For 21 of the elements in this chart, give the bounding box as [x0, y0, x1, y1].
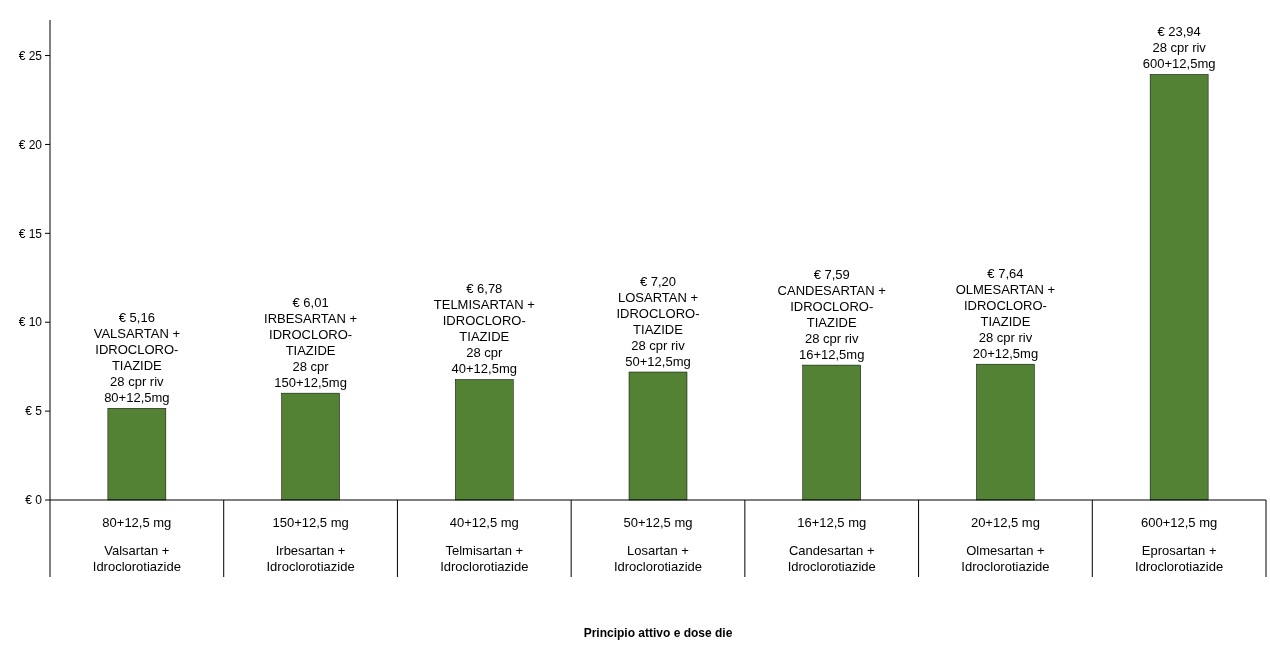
y-tick-label: € 15 [18, 226, 43, 241]
x-tick-label: 20+12,5 mg Olmesartan + Idroclorotiazide [961, 515, 1050, 574]
y-tick-label: € 5 [25, 404, 43, 419]
x-tick-label: 50+12,5 mg Losartan + Idroclorotiazide [613, 515, 703, 574]
x-tick-label: 600+12,5 mg Eprosartan + Idroclorotiazide [1135, 515, 1224, 574]
data-label: € 6,78 TELMISARTAN + IDROCLORO- TIAZIDE 28 cpr 40+12,5mg [433, 281, 535, 377]
x-tick-label: 150+12,5 mg Irbesartan + Idroclorotiazide [266, 515, 355, 574]
y-tick-label: € 0 [25, 493, 43, 508]
data-label: € 5,16 VALSARTAN + IDROCLORO- TIAZIDE 28 cpr riv 80+12,5mg [93, 310, 181, 406]
x-tick-label: 16+12,5 mg Candesartan + Idroclorotiazide [787, 515, 876, 574]
data-label: € 7,64 OLMESARTAN + IDROCLORO- TIAZIDE 28 cpr riv 20+12,5mg [955, 266, 1056, 362]
x-tick-label: 80+12,5 mg Valsartan + Idroclorotiazide [92, 515, 181, 574]
x-tick-label: 40+12,5 mg Telmisartan + Idroclorotiazide [440, 515, 529, 574]
y-tick-label: € 20 [18, 137, 43, 152]
y-tick-label: € 10 [18, 315, 43, 330]
data-label: € 7,20 LOSARTAN + IDROCLORO- TIAZIDE 28 cpr riv 50+12,5mg [616, 274, 700, 369]
data-label: € 6,01 IRBESARTAN + IDROCLORO- TIAZIDE 28 cpr 150+12,5mg [264, 295, 358, 391]
data-label: € 7,59 CANDESARTAN + IDROCLORO- TIAZIDE 28 cpr riv 16+12,5mg [777, 267, 886, 363]
data-label: € 23,94 28 cpr riv 600+12,5mg [1142, 24, 1216, 72]
y-tick-label: € 25 [18, 48, 43, 63]
x-axis-title: Principio attivo e dose die [583, 626, 733, 640]
